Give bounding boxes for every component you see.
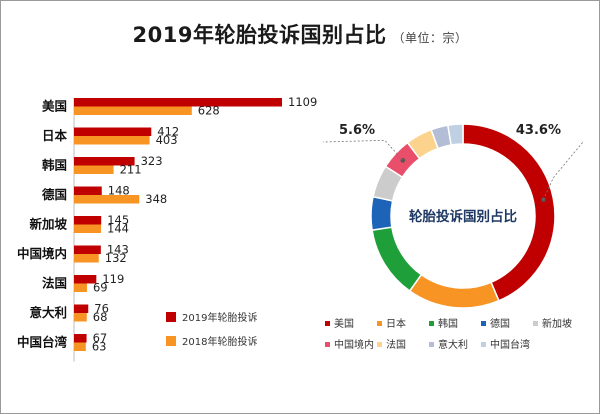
legend-label: 中国台湾	[490, 338, 530, 351]
legend-label: 2019年轮胎投诉	[182, 311, 257, 324]
donut-slice	[370, 195, 394, 232]
bar-2018	[74, 106, 192, 115]
legend-label: 中国境内	[334, 338, 374, 351]
bar-value-label: 69	[93, 281, 108, 295]
bar-2018	[74, 195, 140, 204]
bar-value-label: 348	[145, 192, 167, 206]
title-text: 2019年轮胎投诉国别占比	[132, 23, 387, 47]
legend-swatch	[325, 342, 330, 347]
legend-swatch	[481, 342, 486, 347]
legend-swatch	[429, 342, 434, 347]
category-label: 韩国	[42, 158, 67, 173]
category-label: 新加坡	[29, 217, 67, 232]
legend-label: 韩国	[438, 317, 458, 330]
legend-swatch	[166, 336, 176, 346]
bar-value-label: 76	[94, 302, 109, 316]
legend-label: 美国	[334, 317, 354, 330]
bar-value-label: 143	[107, 243, 129, 257]
callout-line	[542, 141, 584, 200]
unit-text: （单位：宗）	[392, 31, 468, 45]
legend-swatch	[377, 342, 382, 347]
category-label: 德国	[42, 187, 67, 202]
bar-value-label: 63	[92, 340, 107, 354]
legend-label: 法国	[386, 338, 406, 351]
bar-value-label: 67	[93, 331, 108, 345]
bar-2019	[74, 275, 97, 284]
legend-swatch	[429, 321, 434, 326]
bar-value-label: 145	[107, 213, 129, 227]
callout-dot	[400, 158, 406, 163]
legend-label: 意大利	[438, 338, 468, 351]
category-label: 中国台湾	[17, 335, 68, 350]
category-label: 美国	[42, 99, 67, 114]
pct-label-china: 5.6%	[339, 123, 375, 138]
bar-value-label: 148	[108, 184, 130, 198]
bar-value-label: 323	[141, 154, 163, 168]
bar-2019	[74, 157, 135, 166]
legend-swatch	[325, 321, 330, 326]
bar-value-label: 1109	[288, 95, 317, 109]
callout-line	[322, 139, 404, 161]
category-label: 意大利	[29, 305, 67, 320]
bar-2019	[74, 98, 282, 107]
bar-2018	[74, 254, 99, 263]
bar-2019	[74, 216, 102, 225]
bar-value-label: 132	[105, 251, 127, 265]
legend-label: 2018年轮胎投诉	[182, 335, 257, 348]
category-label: 中国境内	[17, 246, 67, 261]
bar-2018	[74, 165, 114, 174]
pct-label-usa: 43.6%	[516, 123, 561, 138]
legend-label: 日本	[386, 317, 406, 330]
bar-value-label: 144	[107, 222, 129, 236]
bar-value-label: 403	[156, 133, 178, 147]
donut-slice	[446, 123, 464, 146]
bar-2018	[74, 313, 87, 322]
bar-2018	[74, 283, 87, 292]
bar-2018	[74, 342, 86, 351]
bar-value-label: 211	[120, 163, 142, 177]
chart-title: 2019年轮胎投诉国别占比 （单位：宗）	[1, 19, 599, 49]
category-label: 日本	[42, 128, 68, 143]
donut-slice	[371, 226, 423, 293]
bar-value-label: 119	[102, 272, 124, 286]
bar-2019	[74, 334, 87, 343]
bar-2018	[74, 136, 150, 145]
bar-2019	[74, 304, 89, 313]
legend-label: 德国	[490, 317, 510, 330]
category-label: 法国	[42, 276, 67, 291]
legend-swatch	[377, 321, 382, 326]
legend-swatch	[481, 321, 486, 326]
legend-swatch	[533, 321, 538, 326]
bar-2018	[74, 224, 102, 233]
bar-value-label: 68	[93, 310, 108, 324]
bar-value-label: 628	[198, 104, 220, 118]
bar-value-label: 412	[157, 125, 179, 139]
legend-label: 新加坡	[542, 317, 572, 330]
bar-2019	[74, 127, 152, 136]
legend-swatch	[166, 312, 176, 322]
bar-2019	[74, 186, 102, 195]
donut-center-label: 轮胎投诉国别占比	[409, 208, 517, 225]
donut-slice	[408, 273, 500, 309]
bar-2019	[74, 245, 101, 254]
